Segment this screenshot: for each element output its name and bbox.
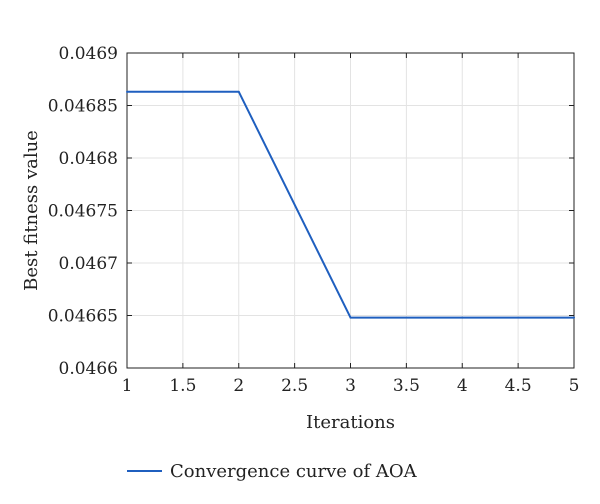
y-axis-title: Best fitness value bbox=[21, 130, 42, 291]
x-tick-label: 2 bbox=[233, 376, 244, 396]
x-tick-label: 1.5 bbox=[169, 376, 196, 396]
series-point bbox=[461, 316, 464, 319]
legend-label: Convergence curve of AOA bbox=[170, 461, 418, 482]
x-tick-label: 2.5 bbox=[281, 376, 308, 396]
x-axis-title: Iterations bbox=[306, 412, 395, 433]
x-tick-label: 4.5 bbox=[505, 376, 532, 396]
series-point bbox=[573, 316, 575, 319]
grid-lines bbox=[126, 52, 575, 369]
legend: Convergence curve of AOA bbox=[127, 461, 418, 482]
series-layer bbox=[126, 90, 575, 319]
y-tick-label: 0.0468 bbox=[59, 149, 118, 169]
y-tick-label: 0.0466 bbox=[59, 359, 118, 379]
series-point bbox=[237, 90, 240, 93]
y-tick-label: 0.0467 bbox=[59, 254, 118, 274]
series-point bbox=[126, 90, 128, 93]
y-tick-label: 0.04685 bbox=[48, 97, 118, 117]
x-tick-label: 3 bbox=[345, 376, 356, 396]
y-tick-label: 0.04675 bbox=[48, 202, 118, 222]
axis-ticks: 1 1.5 2 2.5 3 3.5 4 4.5 5 0.0466 0.04665 0.0467 0.04… bbox=[48, 44, 580, 396]
series-point bbox=[349, 316, 352, 319]
x-tick-label: 4 bbox=[457, 376, 468, 396]
x-tick-label: 3.5 bbox=[393, 376, 420, 396]
x-tick-label: 1 bbox=[122, 376, 133, 396]
y-tick-label: 0.04665 bbox=[48, 307, 118, 327]
y-tick-label: 0.0469 bbox=[59, 44, 118, 64]
x-tick-label: 5 bbox=[569, 376, 580, 396]
